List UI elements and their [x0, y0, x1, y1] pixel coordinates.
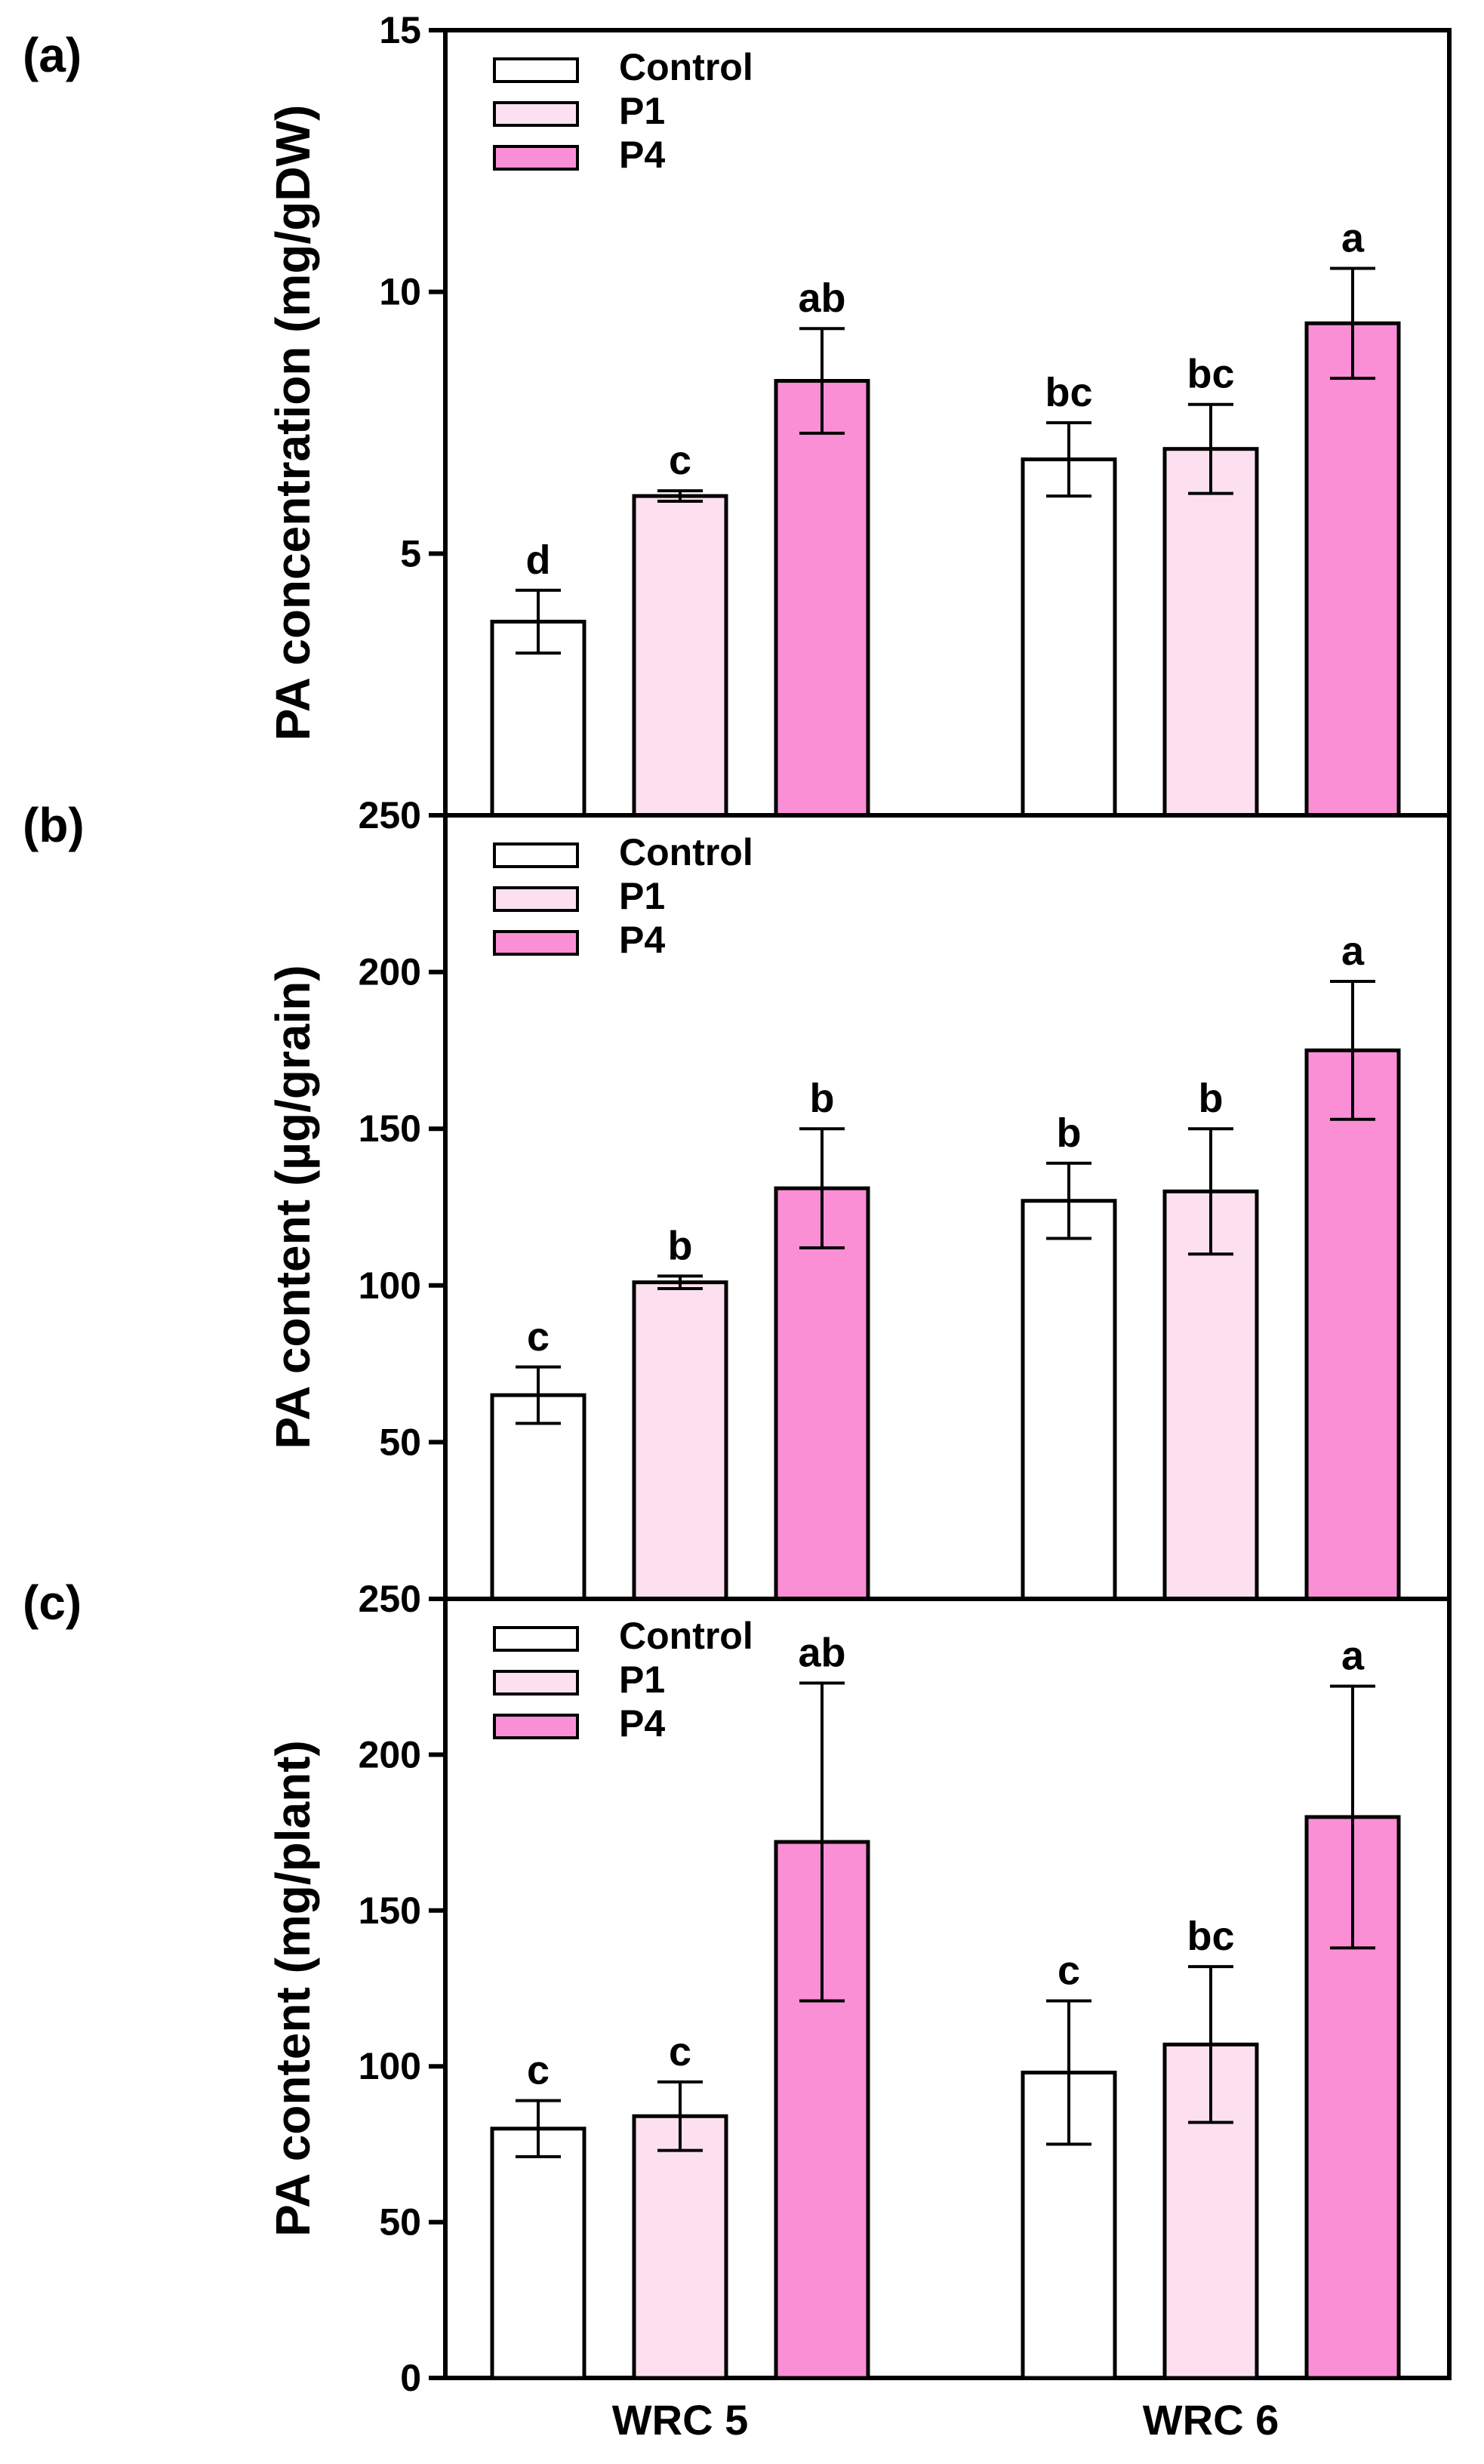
- y-tick-label: 10: [379, 271, 421, 313]
- legend-swatch: [493, 101, 579, 127]
- panel-2: (c) PA content (mg/plant) 0 50 100 150 200 250 C…: [23, 1575, 1452, 2444]
- significance-letter: c: [527, 2048, 550, 2093]
- legend-swatch: [493, 842, 579, 868]
- bar: [632, 2114, 728, 2380]
- legend-swatch: [493, 1714, 579, 1739]
- significance-letter: b: [1199, 1076, 1224, 1121]
- significance-letter: b: [1057, 1110, 1082, 1156]
- y-tick-label: 200: [359, 1733, 421, 1776]
- bar: [1162, 447, 1259, 818]
- significance-letter: ab: [798, 276, 845, 321]
- bar: [490, 2127, 587, 2380]
- y-tick-label: 250: [359, 794, 421, 836]
- significance-letter: ab: [798, 1630, 845, 1675]
- significance-letter: d: [526, 537, 551, 583]
- significance-letter: c: [1058, 1948, 1080, 1994]
- significance-letter: b: [668, 1223, 693, 1268]
- legend-swatch: [493, 1626, 579, 1652]
- legend-label: P1: [619, 875, 665, 917]
- y-axis-title: PA content (µg/grain): [266, 965, 320, 1449]
- bar: [1304, 321, 1401, 818]
- significance-letter: c: [669, 438, 691, 483]
- significance-letter: c: [669, 2029, 691, 2074]
- legend-swatch: [493, 145, 579, 171]
- significance-letter: a: [1341, 215, 1365, 260]
- bar: [1021, 1199, 1117, 1601]
- significance-letter: bc: [1187, 1914, 1234, 1959]
- panel-label: (a): [23, 28, 82, 82]
- significance-letter: b: [810, 1076, 835, 1121]
- y-tick-label: 15: [379, 9, 421, 51]
- y-tick-label: 0: [400, 2357, 421, 2399]
- legend-label: Control: [619, 1615, 753, 1657]
- significance-letter: bc: [1045, 370, 1092, 415]
- bar: [1304, 1048, 1401, 1601]
- x-category-label: WRC 6: [1143, 2396, 1279, 2444]
- panel-label: (c): [23, 1575, 82, 1630]
- bar: [774, 379, 870, 818]
- legend-label: Control: [619, 831, 753, 873]
- y-axis-title: PA concentration (mg/gDW): [266, 105, 320, 741]
- legend-label: Control: [619, 46, 753, 88]
- y-tick-label: 100: [359, 1264, 421, 1307]
- legend-label: P1: [619, 1659, 665, 1701]
- bar: [1162, 1189, 1259, 1601]
- y-tick-label: 50: [379, 1421, 421, 1463]
- panel-0: (a) PA concentration (mg/gDW) 5 10 15 Control…: [23, 9, 1452, 818]
- significance-letter: a: [1341, 929, 1365, 974]
- x-category-label: WRC 5: [612, 2396, 748, 2444]
- legend-swatch: [493, 930, 579, 956]
- significance-letter: a: [1341, 1634, 1365, 1679]
- legend-label: P1: [619, 90, 665, 132]
- plot-frame: [443, 813, 1452, 1601]
- legend-label: P4: [619, 1702, 665, 1745]
- significance-letter: bc: [1187, 352, 1234, 397]
- plot-frame: [443, 1597, 1452, 2380]
- bar: [1021, 457, 1117, 818]
- y-tick-label: 5: [400, 532, 421, 574]
- bar: [774, 1186, 870, 1601]
- panel-label: (b): [23, 798, 85, 852]
- significance-letter: c: [527, 1314, 550, 1360]
- legend-swatch: [493, 1670, 579, 1696]
- y-tick-label: 150: [359, 1107, 421, 1150]
- legend-swatch: [493, 57, 579, 83]
- legend-label: P4: [619, 919, 665, 961]
- plot-frame: [443, 28, 1452, 818]
- bar: [490, 1393, 587, 1601]
- y-axis-title: PA content (mg/plant): [266, 1740, 320, 2237]
- y-tick-label: 50: [379, 2201, 421, 2244]
- panel-1: (b) PA content (µg/grain) 50 100 150 200 250 Co…: [23, 794, 1452, 1601]
- bar: [632, 1280, 728, 1601]
- legend-label: P4: [619, 134, 665, 176]
- legend-swatch: [493, 886, 579, 912]
- y-tick-label: 200: [359, 951, 421, 993]
- bar: [632, 494, 728, 818]
- y-tick-label: 250: [359, 1578, 421, 1620]
- y-tick-label: 100: [359, 2045, 421, 2087]
- y-tick-label: 150: [359, 1890, 421, 1932]
